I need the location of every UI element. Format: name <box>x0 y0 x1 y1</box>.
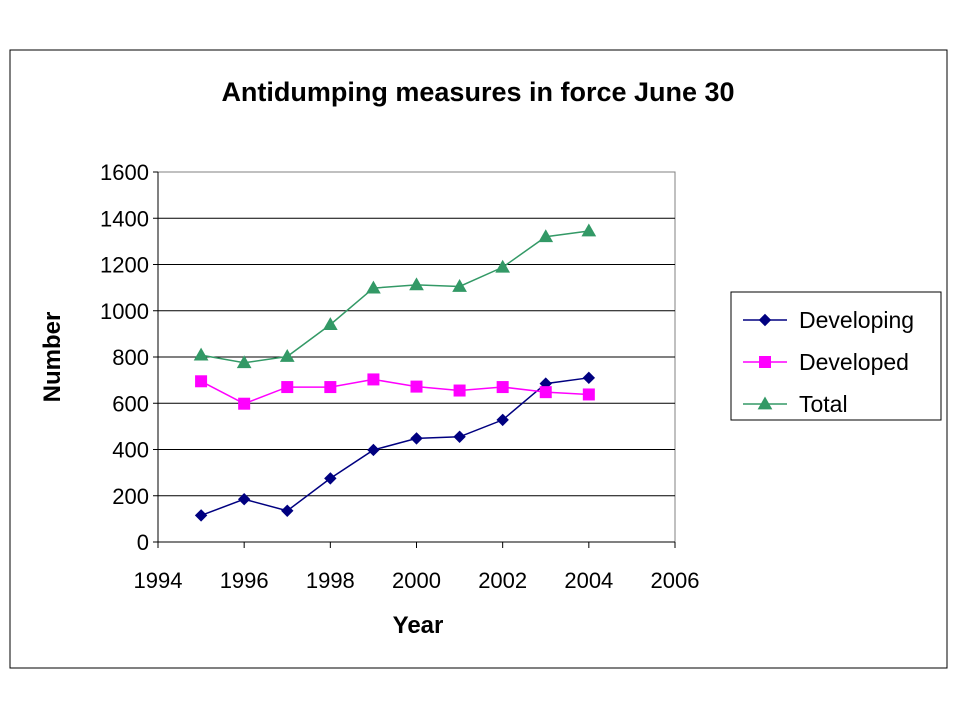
x-tick-label: 2000 <box>392 568 441 593</box>
y-tick-label: 1000 <box>100 299 149 324</box>
data-point-total <box>366 280 381 294</box>
x-tick-label: 1996 <box>220 568 269 593</box>
data-point-developed <box>453 384 466 397</box>
series-total <box>193 223 597 369</box>
data-point-developed <box>367 373 380 386</box>
series-developing <box>194 371 596 522</box>
data-point-developing <box>496 413 509 427</box>
data-point-developing <box>367 443 380 457</box>
legend-label: Developed <box>799 349 909 375</box>
data-point-developing <box>237 493 251 506</box>
data-point-total <box>409 277 424 291</box>
series-line-developed <box>200 378 589 405</box>
legend: Developing Developed Total <box>730 291 942 421</box>
legend-label: Total <box>799 391 848 417</box>
legend-marker-developed <box>759 356 771 368</box>
data-point-developed <box>238 397 251 410</box>
chart-title: Antidumping measures in force June 30 <box>221 77 734 107</box>
legend-entry-total: Total <box>743 391 848 417</box>
data-point-developed <box>582 388 595 401</box>
y-tick-label: 200 <box>112 484 149 509</box>
x-tick-label: 2006 <box>651 568 700 593</box>
data-point-developing <box>410 432 423 445</box>
data-series <box>193 223 597 522</box>
data-point-developing <box>453 430 466 443</box>
legend-marker-total <box>757 396 773 410</box>
y-axis-title: Number <box>39 312 66 403</box>
data-point-developed <box>496 381 509 394</box>
y-tick-label: 1200 <box>100 253 149 278</box>
data-point-developed <box>539 386 552 399</box>
data-point-total <box>452 278 467 292</box>
y-tick-label: 400 <box>112 438 149 463</box>
legend-label: Developing <box>799 307 914 333</box>
y-tick-label: 1600 <box>100 160 149 185</box>
x-tick-label: 1998 <box>306 568 355 593</box>
y-tick-label: 1400 <box>100 206 149 231</box>
data-point-developing <box>194 509 208 522</box>
x-axis-tick-labels: 1994 1996 1998 2000 2002 2004 2006 <box>134 568 700 593</box>
data-point-total <box>322 317 338 330</box>
data-point-total <box>581 223 597 237</box>
data-point-total <box>538 229 554 243</box>
series-line-developing <box>200 377 589 517</box>
y-tick-label: 600 <box>112 391 149 416</box>
y-tick-label: 0 <box>137 530 149 555</box>
data-point-developed <box>195 375 208 388</box>
legend-marker-developing <box>758 313 772 327</box>
y-tick-label: 800 <box>112 345 149 370</box>
series-developed <box>195 373 595 410</box>
data-point-developed <box>324 381 337 394</box>
data-point-developed <box>410 380 423 393</box>
data-point-developing <box>324 472 337 485</box>
y-axis-tick-labels: 0 200 400 600 800 1000 1200 1400 1600 <box>100 160 149 555</box>
data-point-total <box>279 349 295 362</box>
x-tick-label: 1994 <box>134 568 183 593</box>
data-point-total <box>236 355 252 369</box>
series-line-total <box>200 230 589 364</box>
x-axis-title: Year <box>393 612 444 639</box>
data-point-developed <box>281 381 294 394</box>
legend-entry-developed: Developed <box>743 349 909 375</box>
x-tick-label: 2002 <box>478 568 527 593</box>
data-point-total <box>193 347 209 361</box>
x-tick-label: 2004 <box>564 568 613 593</box>
data-point-developing <box>582 371 596 385</box>
data-point-developing <box>281 504 294 517</box>
data-point-total <box>495 259 511 273</box>
legend-entry-developing: Developing <box>743 307 914 333</box>
